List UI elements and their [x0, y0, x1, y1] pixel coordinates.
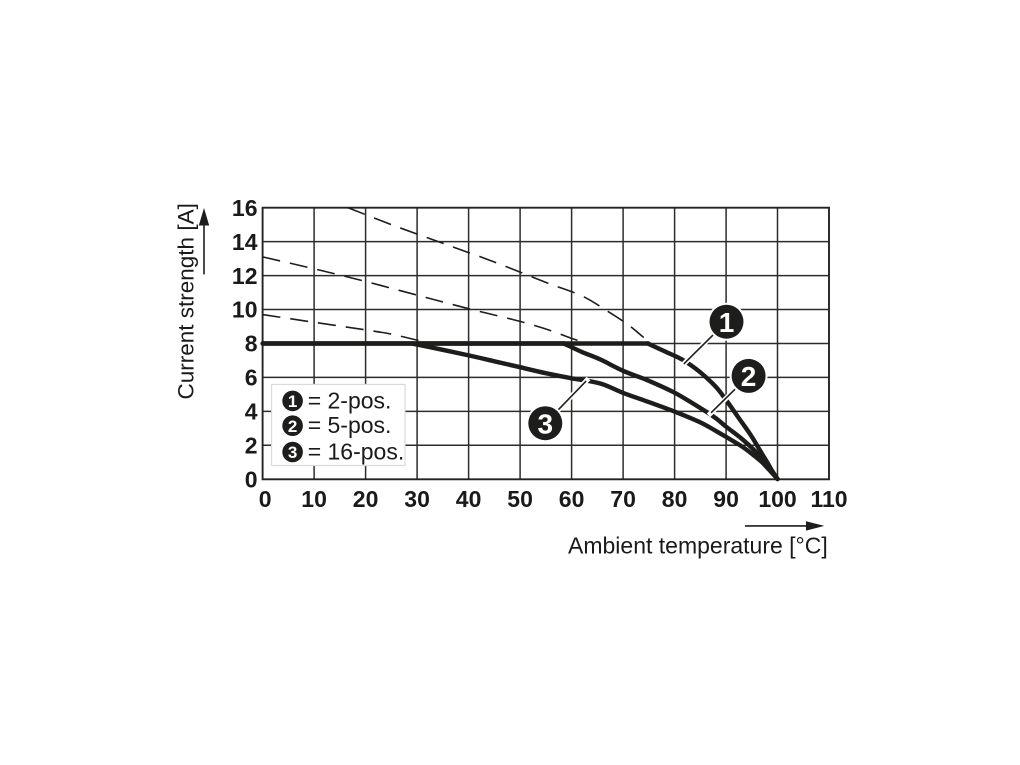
svg-text:3: 3 — [288, 443, 297, 462]
svg-text:6: 6 — [245, 365, 258, 391]
svg-text:100: 100 — [758, 486, 796, 512]
svg-text:8: 8 — [245, 331, 258, 357]
svg-text:20: 20 — [353, 486, 379, 512]
svg-text:4: 4 — [245, 399, 258, 425]
svg-text:Ambient temperature [°C]: Ambient temperature [°C] — [568, 532, 828, 558]
svg-text:10: 10 — [232, 297, 258, 323]
svg-text:70: 70 — [610, 486, 636, 512]
svg-text:0: 0 — [259, 486, 272, 512]
svg-text:110: 110 — [810, 486, 847, 512]
svg-text:90: 90 — [713, 486, 739, 512]
svg-text:40: 40 — [456, 486, 482, 512]
svg-text:1: 1 — [288, 392, 297, 411]
svg-text:2: 2 — [741, 361, 757, 392]
svg-text:80: 80 — [662, 486, 688, 512]
svg-text:= 2-pos.: = 2-pos. — [308, 387, 392, 413]
svg-text:10: 10 — [301, 486, 327, 512]
svg-text:12: 12 — [232, 263, 258, 289]
svg-text:= 5-pos.: = 5-pos. — [308, 412, 392, 438]
svg-text:2: 2 — [245, 433, 258, 459]
svg-text:3: 3 — [538, 408, 554, 439]
svg-text:Current strength [A]: Current strength [A] — [174, 203, 199, 399]
svg-text:60: 60 — [559, 486, 585, 512]
svg-text:30: 30 — [404, 486, 430, 512]
svg-text:= 16-pos.: = 16-pos. — [308, 439, 405, 465]
svg-text:50: 50 — [507, 486, 533, 512]
svg-text:14: 14 — [232, 229, 258, 255]
svg-text:1: 1 — [719, 307, 735, 338]
svg-text:0: 0 — [245, 467, 258, 493]
svg-text:2: 2 — [288, 417, 297, 436]
svg-text:16: 16 — [232, 195, 258, 221]
